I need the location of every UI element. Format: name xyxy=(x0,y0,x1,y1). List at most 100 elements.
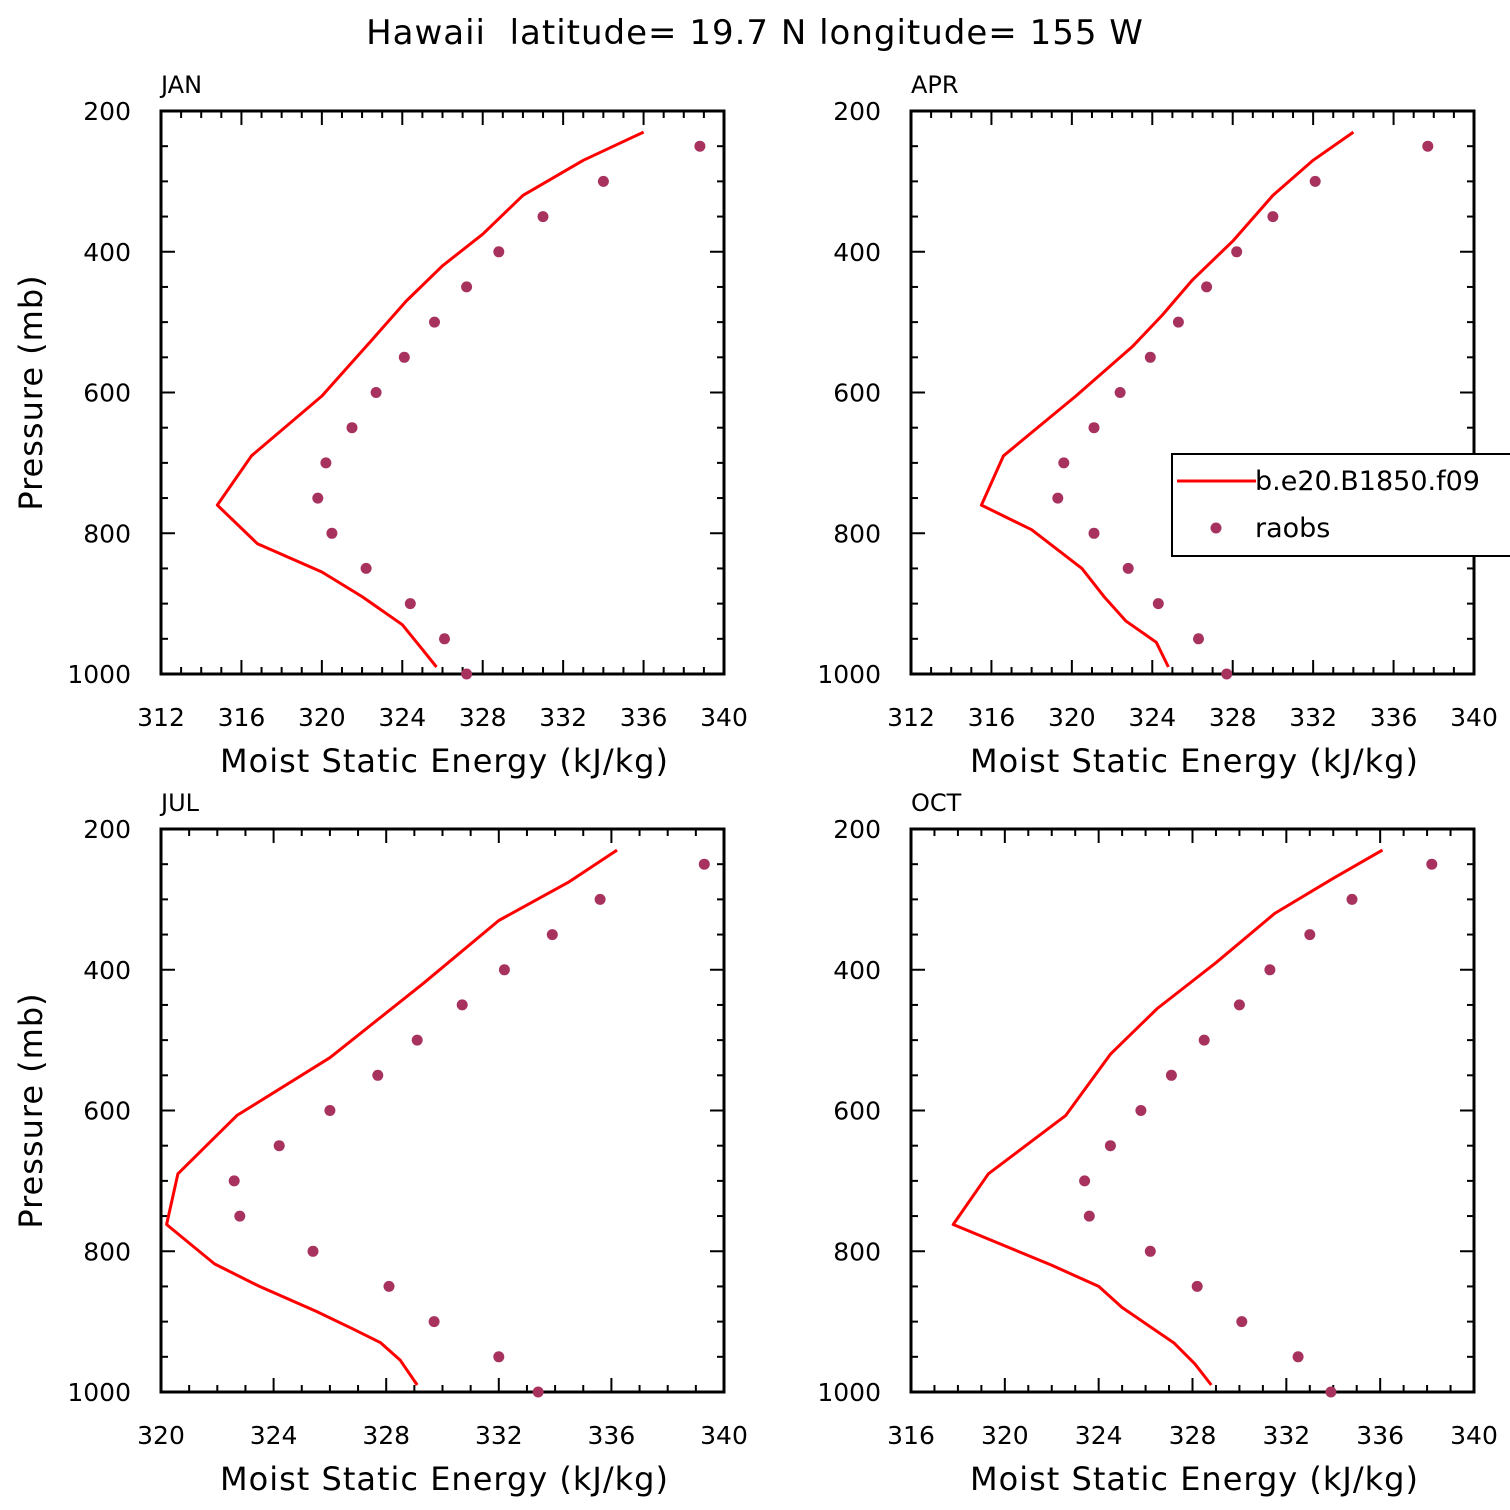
raobs-point xyxy=(546,929,558,941)
raobs-point xyxy=(404,598,416,610)
raobs-point xyxy=(537,211,549,223)
tick-marks xyxy=(910,110,1475,675)
raobs-point xyxy=(597,175,609,187)
y-tick-label: 400 xyxy=(83,956,131,985)
y-tick-label: 600 xyxy=(833,1097,881,1126)
panel-apr: APR 312 316 320 324 328 332 336 340 200 400 600 800 1… xyxy=(817,71,1497,780)
y-tick-label: 600 xyxy=(83,379,131,408)
x-tick-label: 340 xyxy=(1450,703,1498,732)
x-tick-label: 316 xyxy=(968,703,1016,732)
legend-box xyxy=(1171,453,1510,557)
raobs-markers xyxy=(1079,858,1438,1398)
raobs-point xyxy=(1267,211,1279,223)
y-tick-label: 400 xyxy=(83,238,131,267)
x-axis-label: Moist Static Energy (kJ/kg) xyxy=(220,742,669,780)
raobs-point xyxy=(1052,492,1064,504)
x-tick-label: 324 xyxy=(378,703,426,732)
x-tick-label: 340 xyxy=(700,703,748,732)
panel-jul: JUL 320 324 328 332 336 340 200 400 600 800 1000 Moi… xyxy=(12,789,748,1498)
raobs-point xyxy=(1135,1105,1147,1116)
x-axis-label: Moist Static Energy (kJ/kg) xyxy=(970,1460,1419,1498)
x-tick-label: 312 xyxy=(887,703,935,732)
x-tick-label: 332 xyxy=(1262,1421,1310,1450)
raobs-point xyxy=(273,1140,285,1152)
raobs-point xyxy=(594,893,606,905)
raobs-point xyxy=(1088,422,1100,434)
x-tick-label: 328 xyxy=(362,1421,410,1450)
raobs-point xyxy=(1165,1069,1177,1081)
raobs-point xyxy=(372,1069,384,1081)
raobs-point xyxy=(312,492,324,504)
x-tick-label: 316 xyxy=(218,703,266,732)
raobs-point xyxy=(383,1280,395,1292)
x-tick-label: 332 xyxy=(1289,703,1337,732)
y-tick-label: 800 xyxy=(83,519,131,548)
raobs-point xyxy=(1292,1351,1304,1363)
panel-oct: OCT 316 320 324 328 332 336 340 200 400 600 800 1000… xyxy=(817,789,1497,1498)
legend: b.e20.B1850.f09 raobs xyxy=(1171,453,1510,557)
raobs-point xyxy=(1191,1280,1203,1292)
raobs-point xyxy=(1325,1386,1337,1398)
y-tick-label: 200 xyxy=(83,815,131,844)
y-tick-label: 1000 xyxy=(67,1378,131,1407)
x-tick-label: 312 xyxy=(137,703,185,732)
raobs-point xyxy=(228,1175,240,1187)
y-tick-label: 400 xyxy=(833,956,881,985)
raobs-point xyxy=(1233,999,1245,1011)
raobs-point xyxy=(1152,598,1164,610)
raobs-point xyxy=(1104,1140,1116,1152)
raobs-point xyxy=(1422,140,1434,152)
tick-marks xyxy=(160,828,725,1393)
legend-label-model: b.e20.B1850.f09 xyxy=(1255,466,1480,497)
tick-marks xyxy=(910,828,1475,1393)
raobs-point xyxy=(493,1351,505,1363)
y-tick-label: 400 xyxy=(833,238,881,267)
x-tick-label: 336 xyxy=(1370,703,1418,732)
x-tick-label: 324 xyxy=(250,1421,298,1450)
figure-title: Hawaii latitude= 19.7 N longitude= 155 W xyxy=(366,13,1144,53)
model-profile-line xyxy=(215,130,645,668)
raobs-point xyxy=(1144,1245,1156,1257)
raobs-point xyxy=(694,140,706,152)
raobs-point xyxy=(1114,387,1126,398)
y-tick-label: 800 xyxy=(833,519,881,548)
y-tick-label: 1000 xyxy=(817,660,881,689)
raobs-point xyxy=(1201,281,1213,293)
raobs-point xyxy=(1172,316,1184,328)
x-axis-label: Moist Static Energy (kJ/kg) xyxy=(970,742,1419,780)
raobs-point xyxy=(307,1245,319,1257)
raobs-point xyxy=(1426,858,1438,870)
y-axis-label: Pressure (mb) xyxy=(12,992,50,1228)
raobs-point xyxy=(346,422,358,434)
model-profile-line xyxy=(165,848,618,1386)
raobs-point xyxy=(1198,1034,1210,1046)
y-tick-label: 600 xyxy=(833,379,881,408)
y-tick-label: 200 xyxy=(833,97,881,126)
x-tick-label: 320 xyxy=(298,703,346,732)
raobs-point xyxy=(1346,893,1358,905)
panel-title: APR xyxy=(911,71,959,99)
x-tick-label: 324 xyxy=(1128,703,1176,732)
x-tick-label: 340 xyxy=(1450,1421,1498,1450)
raobs-point xyxy=(326,527,338,539)
raobs-point xyxy=(398,351,410,363)
x-tick-label: 332 xyxy=(475,1421,523,1450)
model-profile-line xyxy=(979,130,1355,668)
raobs-point xyxy=(1088,527,1100,539)
panel-title: OCT xyxy=(911,789,962,817)
raobs-point xyxy=(1309,175,1321,187)
legend-marker-swatch xyxy=(1210,522,1222,534)
raobs-point xyxy=(461,668,473,680)
raobs-point xyxy=(429,316,440,328)
y-tick-label: 1000 xyxy=(67,660,131,689)
y-tick-label: 200 xyxy=(833,815,881,844)
raobs-point xyxy=(1193,633,1204,645)
raobs-point xyxy=(428,1316,440,1328)
x-tick-label: 336 xyxy=(588,1421,636,1450)
raobs-markers xyxy=(1052,140,1434,680)
raobs-point xyxy=(461,281,473,293)
raobs-point xyxy=(1264,964,1276,976)
panels: JAN 312 316 320 324 328 332 336 340 200 400 600 800 1… xyxy=(12,71,1498,1498)
x-tick-label: 328 xyxy=(1169,1421,1217,1450)
